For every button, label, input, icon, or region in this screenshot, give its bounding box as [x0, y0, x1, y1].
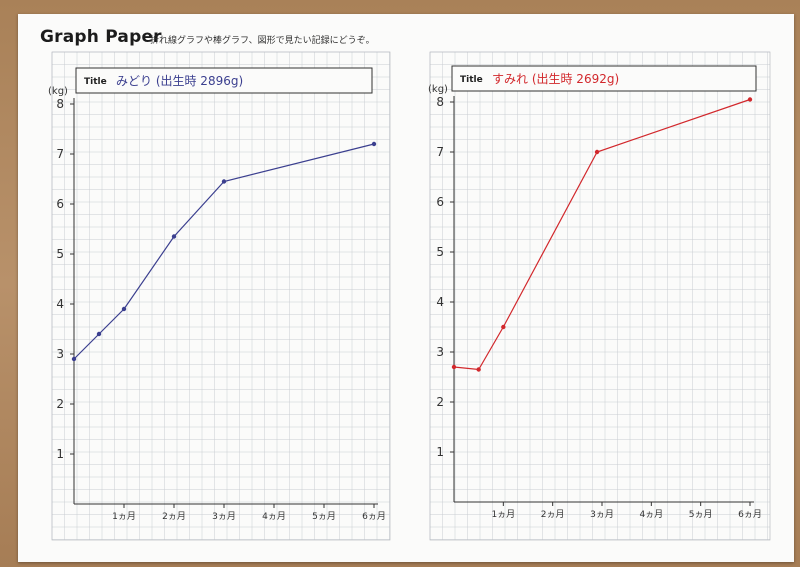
y-tick-label: 7 — [436, 145, 444, 159]
x-tick-label: 6ヵ月 — [362, 511, 386, 522]
y-tick-label: 1 — [56, 447, 64, 461]
grid-border — [429, 51, 771, 541]
x-tick-label: 5ヵ月 — [312, 511, 336, 522]
data-point — [747, 97, 753, 102]
y-tick-label: 4 — [436, 295, 444, 309]
x-tick-label: 3ヵ月 — [590, 509, 614, 520]
y-tick-label: 5 — [436, 245, 444, 259]
y-tick-label: 6 — [436, 195, 444, 209]
y-axis-label: (kg) — [428, 84, 448, 95]
y-tick-label: 5 — [56, 247, 64, 261]
series-line — [453, 98, 751, 371]
x-tick-label: 4ヵ月 — [639, 509, 663, 520]
chart-title: みどり (出生時 2896g) — [116, 74, 243, 88]
y-axis-label: (kg) — [48, 86, 68, 97]
series-line — [73, 143, 375, 360]
y-tick-label: 6 — [56, 197, 64, 211]
x-tick-label: 2ヵ月 — [541, 509, 565, 520]
title-box-label: Title — [84, 77, 107, 87]
y-tick-label: 8 — [436, 95, 444, 109]
chart-1: Title みどり (出生時 2896g) (kg) 1 2 3 4 5 6 7 8 1ヵ月 2ヵ月 3ヵ… — [48, 51, 391, 541]
x-tick-label: 1ヵ月 — [491, 509, 515, 520]
data-point — [476, 367, 481, 372]
data-point — [594, 149, 600, 155]
title-box — [75, 67, 373, 94]
data-point — [371, 141, 377, 147]
y-tick-label: 3 — [56, 347, 64, 361]
grid-border — [51, 51, 391, 541]
x-tick-label: 5ヵ月 — [689, 509, 713, 520]
data-point — [221, 179, 227, 184]
chart-title: すみれ (出生時 2692g) — [492, 72, 619, 86]
y-tick-label: 2 — [56, 397, 64, 411]
data-point — [121, 306, 127, 312]
x-tick-label: 1ヵ月 — [112, 511, 136, 522]
data-point — [171, 234, 177, 239]
x-tick-label: 6ヵ月 — [738, 509, 762, 520]
x-tick-label: 2ヵ月 — [162, 511, 186, 522]
page-title: Graph Paper — [40, 27, 162, 47]
y-tick-label: 8 — [56, 97, 64, 111]
data-point — [96, 331, 102, 337]
grid — [51, 51, 391, 541]
x-tick-label: 4ヵ月 — [262, 511, 286, 522]
graph-paper-sheet — [18, 14, 794, 562]
data-point — [501, 324, 506, 330]
grid — [429, 51, 771, 541]
chart-2: Title すみれ (出生時 2692g) (kg) 1 2 3 4 5 6 7 8 1ヵ月 2ヵ月 3ヵ… — [428, 51, 771, 541]
title-box-label: Title — [460, 75, 483, 85]
y-tick-label: 3 — [436, 345, 444, 359]
page-subtitle: 折れ線グラフや棒グラフ、図形で見たい記録にどうぞ。 — [150, 36, 375, 46]
data-point — [451, 364, 457, 370]
y-tick-label: 4 — [56, 297, 64, 311]
data-point — [71, 356, 77, 362]
title-box — [451, 65, 757, 92]
x-tick-label: 3ヵ月 — [212, 511, 236, 522]
y-tick-label: 2 — [436, 395, 444, 409]
y-tick-label: 1 — [436, 445, 444, 459]
y-tick-label: 7 — [56, 147, 64, 161]
